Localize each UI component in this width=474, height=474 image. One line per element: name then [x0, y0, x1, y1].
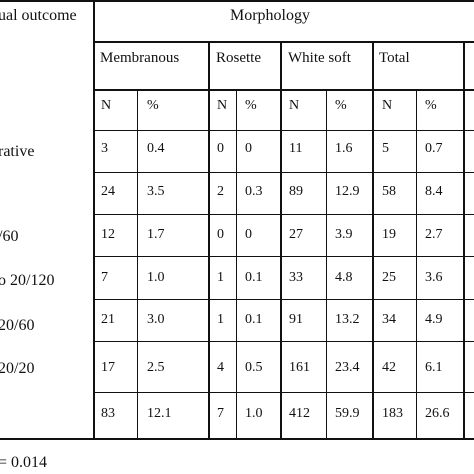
subheader-n: N [382, 98, 393, 113]
subheader-pct: % [245, 98, 257, 113]
table-cell: 89 [289, 184, 303, 199]
row-rule-1 [94, 130, 474, 131]
subheader-n: N [289, 98, 300, 113]
table-cell: 59.9 [335, 406, 360, 421]
table-cell: 26.6 [425, 406, 450, 421]
table-cell: 4.9 [425, 312, 443, 327]
row-label-header: ual outcome [0, 7, 77, 24]
table-cell: 12 [101, 227, 115, 242]
table-cell: 5 [382, 141, 389, 156]
table-cell: 27 [289, 227, 303, 242]
row-rule-2 [94, 172, 474, 173]
row-label: /60 [0, 228, 19, 245]
row-rule-7 [94, 392, 474, 393]
table-cell: 4 [217, 360, 224, 375]
col-divider-rosette [208, 42, 210, 439]
table-cell: 58 [382, 184, 396, 199]
table-cell: 3 [101, 141, 108, 156]
table-cell: 161 [289, 360, 310, 375]
table-cell: 17 [101, 360, 115, 375]
table-cell: 25 [382, 270, 396, 285]
table-cell: 8.4 [425, 184, 443, 199]
subheader-n: N [101, 98, 112, 113]
col-divider-right [463, 42, 465, 439]
table-cell: 83 [101, 406, 115, 421]
table-cell: 0.1 [245, 312, 263, 327]
table-cell: 34 [382, 312, 396, 327]
table-cell: 0.7 [425, 141, 443, 156]
table-cell: 91 [289, 312, 303, 327]
table-cell: 12.1 [147, 406, 172, 421]
group-header-rule [94, 41, 474, 43]
table-cell: 0 [245, 227, 252, 242]
table-cell: 3.0 [147, 312, 165, 327]
stub-divider [93, 0, 95, 439]
table-cell: 1.7 [147, 227, 165, 242]
table-cell: 21 [101, 312, 115, 327]
row-label: 20/60 [0, 317, 35, 334]
table-cell: 0.3 [245, 184, 263, 199]
table-cell: 2 [217, 184, 224, 199]
subheader-n: N [217, 98, 228, 113]
subheader-rule [94, 89, 474, 91]
table-cell: 42 [382, 360, 396, 375]
table-cell: 2.7 [425, 227, 443, 242]
table-cell: 24 [101, 184, 115, 199]
col-divider-total [372, 42, 374, 439]
subheader-pct: % [147, 98, 159, 113]
col-divider-whitesoft [280, 42, 282, 439]
table-cell: 1 [217, 312, 224, 327]
table-cell: 0.5 [245, 360, 263, 375]
table-cell: 2.5 [147, 360, 165, 375]
table-cell: 0.4 [147, 141, 165, 156]
row-rule-6 [94, 341, 474, 342]
table-cell: 0 [217, 227, 224, 242]
row-label: 20/20 [0, 360, 35, 377]
row-rule-4 [94, 256, 474, 257]
row-label: rative [0, 143, 35, 160]
table-cell: 12.9 [335, 184, 360, 199]
column-header-whitesoft: White soft [288, 50, 351, 66]
table-cell: 1.6 [335, 141, 353, 156]
bottom-rule [0, 438, 474, 440]
table-cell: 3.6 [425, 270, 443, 285]
subcol-divider-total [416, 90, 417, 439]
table-cell: 412 [289, 406, 310, 421]
table-cell: 1.0 [147, 270, 165, 285]
table-cell: 19 [382, 227, 396, 242]
row-rule-3 [94, 214, 474, 215]
subcol-divider-whitesoft [326, 90, 327, 439]
table-cell: 3.9 [335, 227, 353, 242]
column-header-rosette: Rosette [216, 50, 261, 66]
subheader-pct: % [425, 98, 437, 113]
table-cell: 1 [217, 270, 224, 285]
footnote: = 0.014 [0, 454, 48, 471]
table-cell: 7 [101, 270, 108, 285]
column-header-membranous: Membranous [100, 50, 180, 66]
top-rule [0, 0, 474, 2]
table-cell: 0.1 [245, 270, 263, 285]
table-cell: 7 [217, 406, 224, 421]
group-header: Morphology [230, 7, 310, 24]
table-cell: 183 [382, 406, 403, 421]
table-cell: 0 [217, 141, 224, 156]
table-cell: 23.4 [335, 360, 360, 375]
row-rule-5 [94, 299, 474, 300]
table-cell: 6.1 [425, 360, 443, 375]
table-cell: 3.5 [147, 184, 165, 199]
subcol-divider-membranous [137, 90, 138, 439]
table-cell: 1.0 [245, 406, 263, 421]
row-label: o 20/120 [0, 272, 55, 289]
subheader-pct: % [335, 98, 347, 113]
table-cell: 33 [289, 270, 303, 285]
table-cell: 13.2 [335, 312, 360, 327]
table-cell: 4.8 [335, 270, 353, 285]
column-header-total: Total [379, 50, 410, 66]
table-cell: 0 [245, 141, 252, 156]
subcol-divider-rosette [236, 90, 237, 439]
table-cell: 11 [289, 141, 303, 156]
